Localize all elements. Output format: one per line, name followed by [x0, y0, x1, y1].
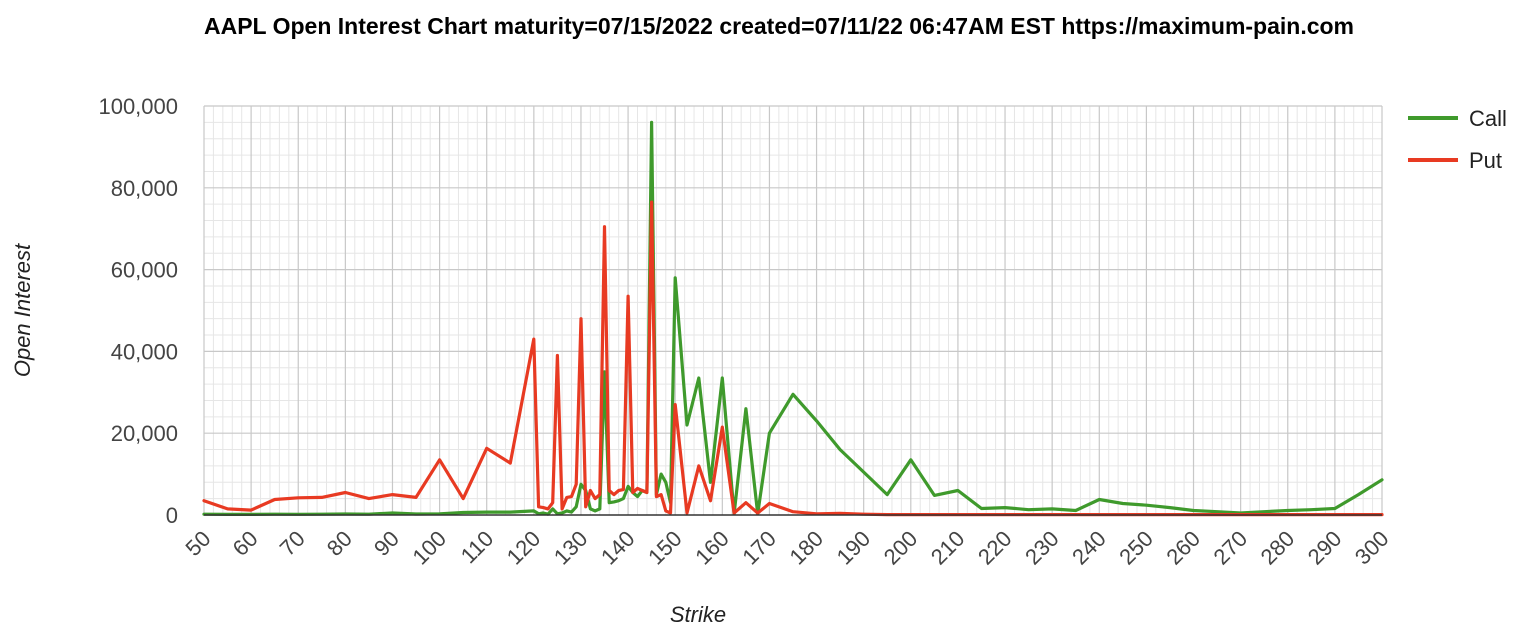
y-tick-label: 20,000	[111, 421, 178, 446]
x-tick-label: 60	[228, 526, 263, 561]
x-tick-label: 250	[1114, 526, 1158, 570]
y-tick-label: 80,000	[111, 176, 178, 201]
x-tick-label: 230	[1020, 526, 1064, 570]
x-tick-label: 240	[1067, 526, 1111, 570]
x-tick-label: 170	[737, 526, 781, 570]
x-tick-label: 130	[549, 526, 593, 570]
x-tick-label: 120	[502, 526, 546, 570]
x-tick-label: 220	[973, 526, 1017, 570]
x-tick-label: 90	[369, 526, 404, 561]
x-tick-label: 160	[690, 526, 734, 570]
y-axis-title: Open Interest	[10, 243, 35, 377]
chart-title: AAPL Open Interest Chart maturity=07/15/…	[204, 13, 1355, 39]
x-tick-label: 180	[784, 526, 828, 570]
legend-label-put: Put	[1469, 148, 1502, 173]
x-tick-label: 110	[456, 526, 498, 568]
x-tick-label: 300	[1350, 526, 1394, 570]
x-tick-label: 260	[1161, 526, 1205, 570]
x-axis-title: Strike	[670, 602, 726, 627]
x-tick-label: 100	[407, 526, 451, 570]
x-tick-label: 70	[275, 526, 310, 561]
series-line-put	[202, 200, 1384, 517]
x-tick-label: 50	[181, 526, 216, 561]
series-line-call	[202, 120, 1384, 517]
x-tick-label: 280	[1256, 526, 1300, 570]
x-tick-label: 290	[1303, 526, 1347, 570]
y-tick-label: 60,000	[111, 258, 178, 283]
x-tick-label: 150	[643, 526, 687, 570]
x-tick-label: 140	[596, 526, 640, 570]
x-tick-label: 270	[1209, 526, 1253, 570]
x-tick-label: 190	[832, 526, 876, 570]
x-tick-label: 80	[322, 526, 357, 561]
y-tick-label: 40,000	[111, 339, 178, 364]
y-tick-label: 100,000	[98, 94, 178, 119]
legend-label-call: Call	[1469, 106, 1507, 131]
y-tick-label: 0	[166, 503, 178, 528]
x-tick-label: 210	[926, 526, 970, 570]
x-tick-label: 200	[879, 526, 923, 570]
